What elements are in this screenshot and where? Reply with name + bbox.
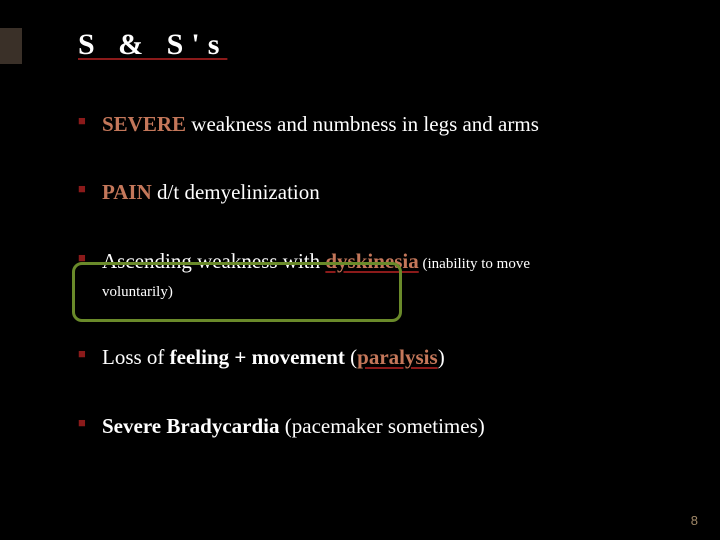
bullet-text: weakness and numbness in legs and arms: [186, 112, 539, 136]
bullet-bold: Severe Bradycardia: [102, 414, 280, 438]
bullet-strong: PAIN: [102, 180, 152, 204]
bullet-text: (: [345, 345, 357, 369]
page-number: 8: [691, 513, 698, 528]
slide-title: S & S's: [78, 28, 660, 62]
bullet-bold: feeling + movement: [170, 345, 345, 369]
slide-container: S & S's SEVERE weakness and numbness in …: [0, 0, 720, 540]
bullet-item: SEVERE weakness and numbness in legs and…: [78, 110, 660, 138]
bullet-text: Ascending weakness with: [102, 249, 325, 273]
bullet-text: d/t demyelinization: [152, 180, 320, 204]
bullet-item: PAIN d/t demyelinization: [78, 178, 660, 206]
bullet-item: Loss of feeling + movement (paralysis): [78, 343, 660, 371]
bullet-text: ): [438, 345, 445, 369]
accent-term: paralysis: [357, 345, 438, 369]
bullet-list: SEVERE weakness and numbness in legs and…: [60, 110, 660, 440]
bullet-text: Loss of: [102, 345, 170, 369]
accent-term: dyskinesia: [325, 249, 418, 273]
side-accent-bar: [0, 28, 22, 64]
bullet-item: Ascending weakness with dyskinesia (inab…: [78, 247, 660, 304]
bullet-note: (inability to move: [419, 256, 530, 272]
bullet-text: (pacemaker sometimes): [280, 414, 485, 438]
bullet-item: Severe Bradycardia (pacemaker sometimes): [78, 412, 660, 440]
bullet-note: voluntarily): [102, 284, 173, 300]
bullet-strong: SEVERE: [102, 112, 186, 136]
